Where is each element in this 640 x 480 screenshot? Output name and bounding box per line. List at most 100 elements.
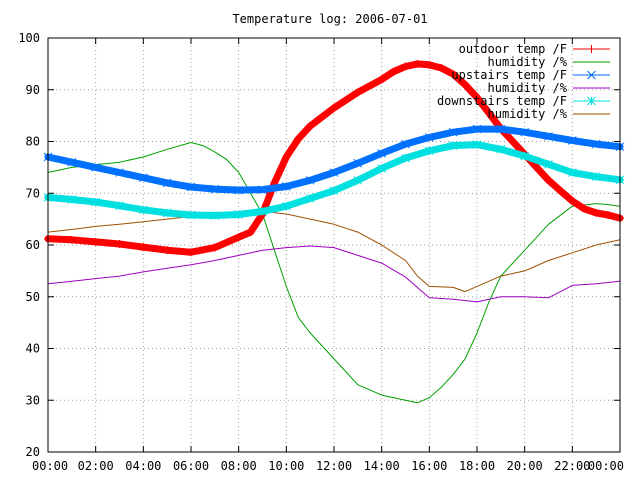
- series-line: [47, 142, 621, 404]
- series-line: [44, 141, 624, 219]
- x-tick-label: 14:00: [364, 459, 400, 473]
- series-line: [44, 60, 624, 256]
- series-2: [43, 124, 625, 195]
- data-point: [281, 182, 291, 191]
- data-point: [138, 173, 148, 183]
- data-point: [389, 67, 398, 76]
- data-point: [162, 178, 172, 188]
- legend-marker: [587, 96, 596, 106]
- data-point: [305, 175, 315, 185]
- data-point: [91, 237, 100, 246]
- data-point: [138, 205, 148, 215]
- data-point: [496, 144, 506, 154]
- legend-label: humidity /%: [488, 81, 568, 95]
- x-tick-label: 10:00: [268, 459, 304, 473]
- data-point: [258, 185, 267, 194]
- data-point: [544, 131, 553, 141]
- data-point: [294, 134, 303, 143]
- y-tick-label: 80: [26, 135, 40, 149]
- data-point: [258, 207, 267, 216]
- data-point: [281, 201, 291, 211]
- legend-entry: humidity /%: [488, 81, 610, 95]
- legend-label: humidity /%: [488, 107, 568, 121]
- data-point: [377, 164, 387, 173]
- x-tick-label: 16:00: [411, 459, 447, 473]
- data-point: [520, 151, 530, 161]
- x-tick-label: 08:00: [221, 459, 257, 473]
- series-1: [47, 142, 621, 404]
- data-point: [353, 88, 362, 97]
- x-tick-label: 18:00: [459, 459, 495, 473]
- x-tick-label: 04:00: [125, 459, 161, 473]
- data-point: [604, 210, 613, 219]
- data-point: [425, 60, 434, 69]
- data-point: [484, 109, 493, 118]
- data-point: [448, 141, 458, 150]
- data-point: [115, 239, 124, 248]
- y-tick-label: 60: [26, 238, 40, 252]
- data-point: [424, 133, 434, 142]
- series-3: [47, 245, 621, 303]
- data-point: [186, 210, 196, 220]
- series-line: [47, 245, 621, 303]
- series-5: [47, 210, 621, 293]
- data-point: [234, 210, 244, 219]
- data-point: [246, 228, 255, 237]
- x-tick-label: 12:00: [316, 459, 352, 473]
- legend-marker: [587, 45, 596, 53]
- data-point: [401, 139, 410, 149]
- axes: 20 30 40 50 60 70 80 90 100 00:00 02:00 04:00 06:00 0…: [18, 31, 624, 473]
- data-point: [330, 103, 338, 112]
- data-point: [91, 163, 101, 172]
- data-point: [187, 248, 195, 257]
- data-point: [234, 185, 244, 195]
- data-point: [401, 153, 410, 163]
- data-point: [544, 176, 553, 185]
- data-point: [556, 186, 565, 195]
- data-point: [544, 159, 553, 169]
- data-point: [591, 172, 601, 182]
- legend-label: outdoor temp /F: [459, 42, 567, 56]
- x-tick-label: 00:00: [588, 459, 624, 473]
- legend-label: upstairs temp /F: [451, 68, 567, 82]
- x-tick-label: 06:00: [173, 459, 209, 473]
- data-point: [139, 243, 148, 252]
- data-point: [532, 163, 541, 172]
- data-point: [115, 201, 124, 211]
- data-point: [461, 80, 470, 89]
- data-point: [448, 127, 458, 137]
- data-point: [162, 208, 172, 218]
- data-point: [282, 153, 291, 162]
- legend-label: humidity /%: [488, 55, 568, 69]
- series-4: [43, 140, 625, 220]
- data-point: [472, 140, 482, 149]
- legend-entry: upstairs temp /F: [451, 68, 610, 82]
- y-tick-label: 30: [26, 393, 40, 407]
- y-tick-label: 100: [18, 31, 40, 45]
- y-tick-label: 70: [26, 186, 40, 200]
- data-point: [508, 137, 517, 146]
- data-point: [353, 158, 363, 168]
- data-point: [568, 197, 577, 206]
- data-point: [449, 70, 458, 79]
- data-point: [567, 168, 577, 177]
- data-point: [210, 184, 220, 194]
- y-tick-label: 90: [26, 83, 40, 97]
- data-point: [329, 186, 339, 196]
- data-point: [115, 168, 124, 177]
- data-point: [377, 149, 387, 158]
- series-line: [47, 210, 621, 293]
- y-tick-label: 20: [26, 445, 40, 459]
- legend-label: downstairs temp /F: [437, 94, 567, 108]
- series-layer: [43, 59, 625, 404]
- data-point: [591, 139, 601, 149]
- data-point: [472, 124, 482, 134]
- y-tick-label: 50: [26, 290, 40, 304]
- data-point: [496, 124, 506, 134]
- data-point: [580, 204, 589, 213]
- data-point: [520, 127, 530, 137]
- data-point: [401, 62, 410, 71]
- x-tick-label: 00:00: [32, 459, 68, 473]
